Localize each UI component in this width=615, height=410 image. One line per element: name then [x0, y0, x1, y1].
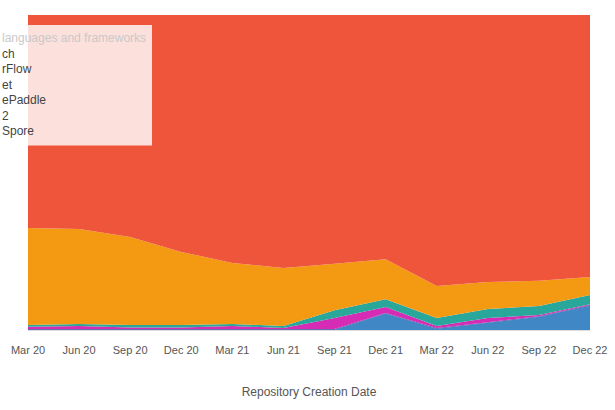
- svg-text:Jun 21: Jun 21: [267, 344, 300, 356]
- svg-text:Sep 20: Sep 20: [113, 344, 148, 356]
- svg-text:Sep 21: Sep 21: [317, 344, 352, 356]
- svg-text:ch: ch: [2, 47, 15, 61]
- svg-text:languages and frameworks: languages and frameworks: [2, 31, 146, 45]
- svg-text:Mar 21: Mar 21: [215, 344, 249, 356]
- svg-text:Jun 22: Jun 22: [471, 344, 504, 356]
- svg-text:Jun 20: Jun 20: [63, 344, 96, 356]
- svg-text:Mar 20: Mar 20: [11, 344, 45, 356]
- svg-text:Repository Creation Date: Repository Creation Date: [242, 385, 377, 399]
- svg-text:Dec 20: Dec 20: [164, 344, 199, 356]
- svg-text:2: 2: [2, 109, 9, 123]
- svg-text:Mar 22: Mar 22: [420, 344, 454, 356]
- svg-text:Spore: Spore: [2, 124, 34, 138]
- svg-text:rFlow: rFlow: [2, 62, 32, 76]
- svg-text:Sep 22: Sep 22: [521, 344, 556, 356]
- svg-text:Dec 21: Dec 21: [368, 344, 403, 356]
- svg-text:ePaddle: ePaddle: [2, 93, 46, 107]
- svg-text:Dec 22: Dec 22: [573, 344, 608, 356]
- svg-text:et: et: [2, 78, 13, 92]
